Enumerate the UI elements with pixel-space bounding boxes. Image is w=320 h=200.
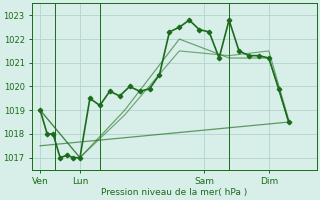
X-axis label: Pression niveau de la mer( hPa ): Pression niveau de la mer( hPa ): [101, 188, 247, 197]
